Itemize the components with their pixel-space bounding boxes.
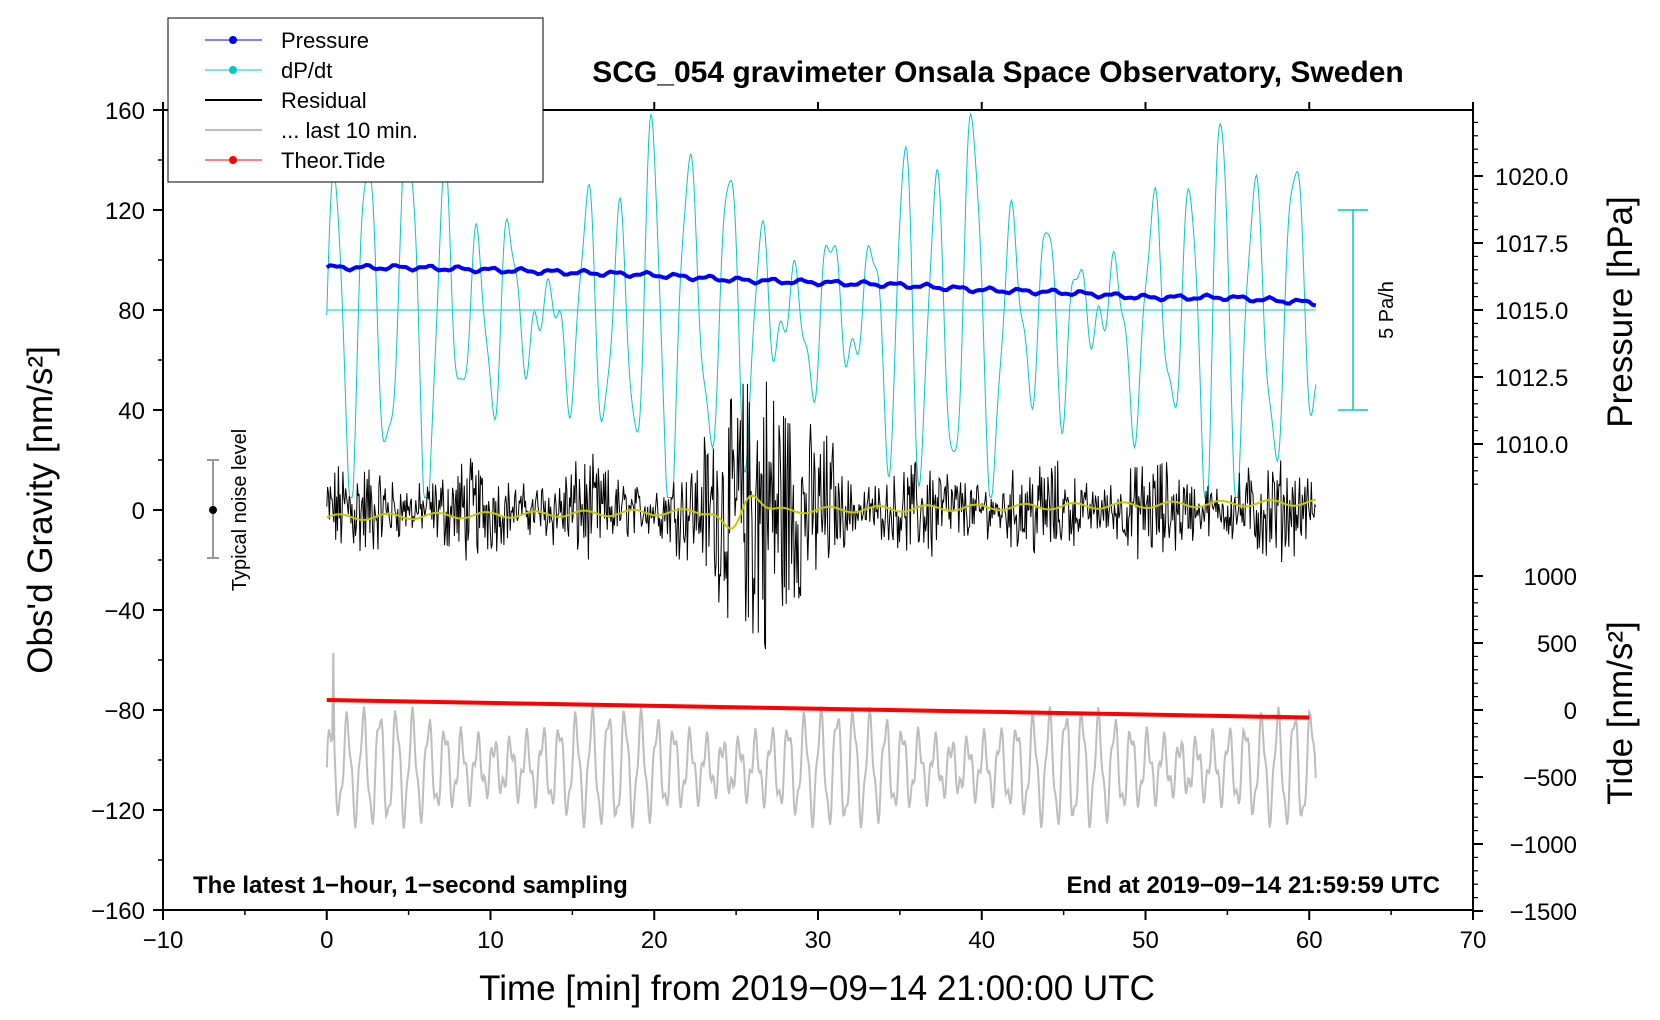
legend-marker-4 [229,156,237,164]
series-layer [325,112,1317,829]
tide-tick-label: −1000 [1510,832,1577,859]
tide-tick-label: 1000 [1524,564,1577,591]
series-dpdt [326,112,1317,498]
y-tick-label: −80 [104,698,145,725]
legend-label-4: Theor.Tide [281,148,385,173]
pressure-tick-label: 1020.0 [1495,164,1568,191]
series-last-10-min [325,652,1317,829]
chart-title: SCG_054 gravimeter Onsala Space Observat… [592,56,1404,89]
pressure-tick-label: 1012.5 [1495,365,1568,392]
legend-label-3: ... last 10 min. [281,118,418,143]
legend-marker-0 [229,36,237,44]
tide-tick-label: 500 [1537,631,1577,658]
series-pressure [325,262,1317,308]
rate-label: 5 Pa/h [1376,281,1398,339]
tide-tick-label: −500 [1523,765,1577,792]
x-tick-label: 30 [805,927,832,954]
y-tick-label: −160 [91,898,145,925]
series-residual [326,381,1317,650]
pressure-axis: 1020.0 1017.5 1015.0 1012.5 1010.0 [1473,121,1568,485]
tide-axis-label: Tide [nm/s²] [1601,621,1640,804]
tide-axis: 1000 500 0 −500 −1000 −1500 [1473,564,1577,926]
x-tick-label: 10 [477,927,504,954]
tide-tick-label: 0 [1564,698,1577,725]
y-tick-label: 160 [105,98,145,125]
y-tick-label: 0 [132,498,145,525]
footer-right-note: End at 2019−09−14 21:59:59 UTC [1066,872,1440,899]
footer-left-note: The latest 1−hour, 1−second sampling [193,872,628,899]
x-tick-label: 60 [1296,927,1323,954]
x-tick-label: 20 [641,927,668,954]
noise-label: Typical noise level [229,429,251,591]
y-tick-label: 80 [118,298,145,325]
legend-marker-1 [229,66,237,74]
noise-dot [209,506,217,514]
rate-scale-bar: 5 Pa/h [1338,209,1398,411]
series-residual-smoothed [326,494,1317,530]
x-tick-label: 40 [968,927,995,954]
y-tick-label: −40 [104,598,145,625]
pressure-tick-label: 1017.5 [1495,231,1568,258]
left-y-axis-label: Obs'd Gravity [nm/s²] [21,346,60,674]
x-tick-label: 50 [1132,927,1159,954]
pressure-tick-label: 1010.0 [1495,432,1568,459]
left-y-axis: 160 120 80 40 0 −40 −80 −120 −160 [91,98,163,925]
legend: Pressure dP/dt Residual ... last 10 min. The… [167,17,544,183]
y-tick-label: −120 [91,798,145,825]
x-axis: −10 0 10 20 30 40 50 60 70 [143,102,1487,954]
x-tick-label: 0 [320,927,333,954]
legend-label-1: dP/dt [281,58,332,83]
y-tick-label: 120 [105,198,145,225]
pressure-tick-label: 1015.0 [1495,298,1568,325]
pressure-axis-label: Pressure [hPa] [1601,196,1640,428]
legend-label-0: Pressure [281,28,369,53]
x-tick-label: 70 [1460,927,1487,954]
noise-level-indicator: Typical noise level [207,429,251,591]
y-tick-label: 40 [118,398,145,425]
x-axis-label: Time [min] from 2019−09−14 21:00:00 UTC [479,969,1155,1008]
legend-label-2: Residual [281,88,367,113]
tide-tick-label: −1500 [1510,899,1577,926]
x-tick-label: −10 [143,927,184,954]
series-theor-tide [326,698,1310,720]
